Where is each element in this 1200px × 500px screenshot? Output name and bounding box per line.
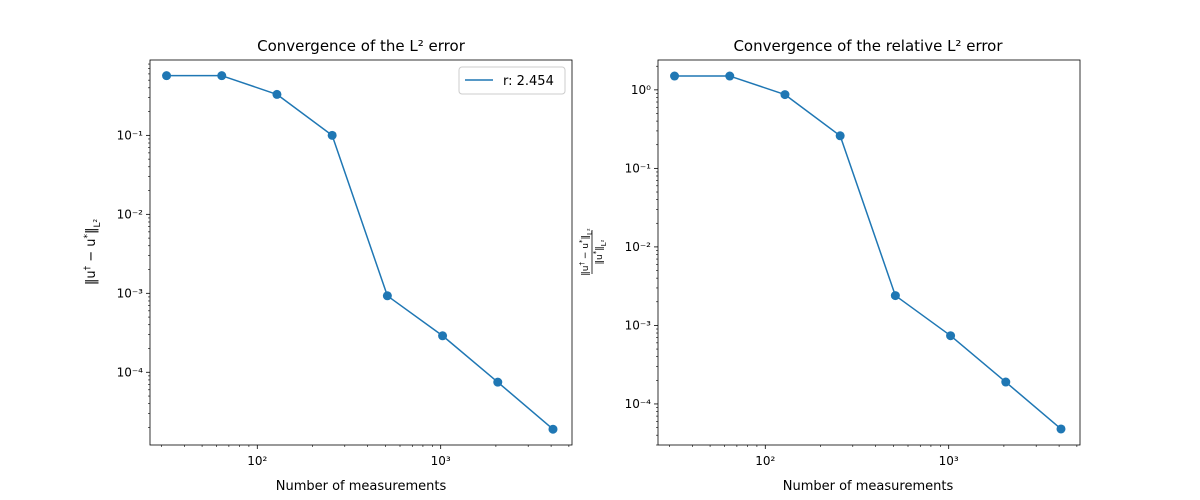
l2-error-y-tick-label: 10⁻² — [117, 207, 144, 221]
relative-l2-error-y-tick-label: 10⁻³ — [625, 318, 652, 332]
l2-error-y-tick-label: 10⁻³ — [117, 286, 144, 300]
l2-error-series-line — [166, 74, 554, 430]
l2-error-data-point — [162, 71, 172, 81]
relative-l2-error-data-point — [890, 291, 900, 301]
l2-error-plot-area: 10² 10³ 10⁻⁴ 10⁻³ 10⁻² 10⁻¹ — [117, 59, 573, 468]
relative-l2-error-data-point — [725, 71, 735, 81]
relative-l2-error-data-point — [780, 90, 790, 100]
relative-l2-error-data-point — [1056, 424, 1066, 434]
l2-error-data-point — [272, 89, 282, 99]
l2-error-x-label: Number of measurements — [276, 479, 447, 494]
relative-l2-error-y-tick-label: 10⁻⁴ — [625, 397, 652, 411]
relative-l2-error-y-tick-label: 10⁰ — [631, 83, 651, 97]
relative-l2-error-title: Convergence of the relative L² error — [733, 37, 1003, 55]
relative-l2-error-plot-area: 10² 10³ 10⁻⁴ 10⁻³ 10⁻² 10⁻¹ 10⁰ — [625, 59, 1081, 468]
relative-l2-error-data-point — [1001, 377, 1011, 387]
relative-l2-error-data-point — [946, 331, 956, 341]
relative-l2-error-x-tick-label: 10³ — [939, 454, 959, 468]
l2-error-title: Convergence of the L² error — [257, 37, 466, 55]
relative-l2-error-x-tick-label: 10² — [755, 454, 775, 468]
relative-l2-error-y-tick-label: 10⁻² — [625, 240, 652, 254]
relative-l2-error-series-line — [674, 75, 1062, 430]
l2-error-y-tick-label: 10⁻¹ — [117, 128, 144, 142]
legend-box — [458, 66, 566, 95]
relative-l2-error-x-label: Number of measurements — [783, 479, 954, 494]
l2-error-chart: 10² 10³ 10⁻⁴ 10⁻³ 10⁻² 10⁻¹ Convergence of th… — [83, 37, 573, 494]
relative-l2-error-data-point — [835, 131, 845, 141]
legend-label: r: 2.454 — [503, 74, 554, 89]
l2-error-data-point — [548, 424, 558, 434]
relative-l2-error-axes-frame — [657, 59, 1081, 446]
l2-error-data-point — [327, 130, 337, 140]
l2-error-y-tick-label: 10⁻⁴ — [117, 365, 144, 379]
l2-error-x-tick-label: 10³ — [431, 454, 451, 468]
l2-error-axes-frame — [149, 59, 573, 446]
l2-error-data-point — [382, 291, 392, 301]
relative-l2-error-data-point — [670, 71, 680, 81]
l2-error-data-point — [217, 71, 227, 81]
l2-error-data-point — [493, 377, 503, 387]
l2-error-x-tick-label: 10² — [247, 454, 267, 468]
legend: r: 2.454 — [458, 66, 566, 95]
relative-l2-error-y-tick-label: 10⁻¹ — [625, 161, 652, 175]
l2-error-data-point — [438, 331, 448, 341]
